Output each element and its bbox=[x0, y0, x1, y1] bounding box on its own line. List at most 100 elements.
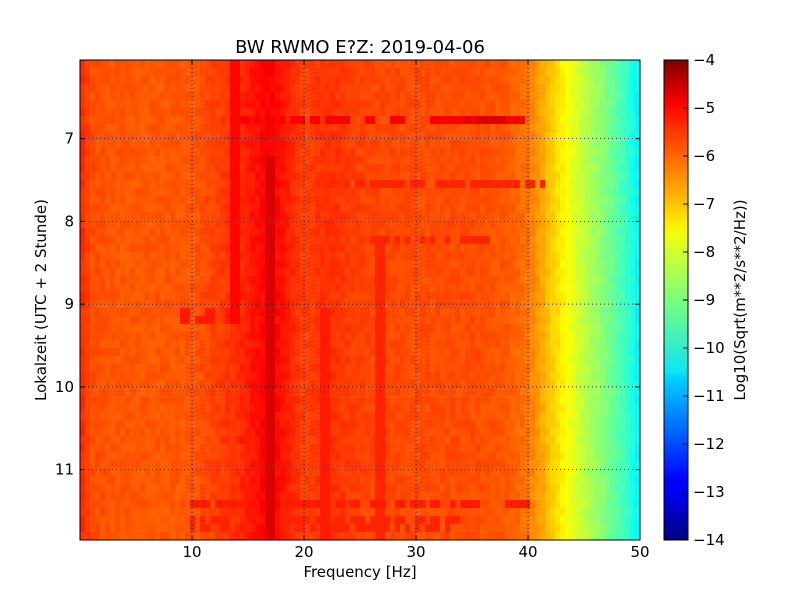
heatmap-cell bbox=[170, 180, 176, 189]
heatmap-cell bbox=[545, 132, 551, 141]
heatmap-cell bbox=[535, 204, 541, 213]
heatmap-cell bbox=[400, 188, 406, 197]
heatmap-cell bbox=[570, 156, 576, 165]
heatmap-cell bbox=[140, 132, 146, 141]
heatmap-cell bbox=[450, 108, 456, 117]
heatmap-cell bbox=[615, 244, 621, 253]
heatmap-cell bbox=[455, 396, 461, 405]
heatmap-cell bbox=[135, 92, 141, 101]
heatmap-cell bbox=[390, 372, 396, 381]
heatmap-cell bbox=[335, 108, 341, 117]
heatmap-cell bbox=[500, 108, 506, 117]
heatmap-cell bbox=[570, 252, 576, 261]
heatmap-cell bbox=[350, 412, 356, 421]
heatmap-cell bbox=[205, 164, 211, 173]
heatmap-cell bbox=[560, 372, 566, 381]
heatmap-cell bbox=[545, 156, 551, 165]
heatmap-cell bbox=[115, 292, 121, 301]
heatmap-cell bbox=[405, 324, 411, 333]
heatmap-cell bbox=[275, 308, 281, 317]
heatmap-cell bbox=[615, 92, 621, 101]
heatmap-cell bbox=[515, 300, 521, 309]
heatmap-cell bbox=[345, 308, 351, 317]
heatmap-cell bbox=[150, 260, 156, 269]
heatmap-cell bbox=[545, 252, 551, 261]
heatmap-cell bbox=[465, 180, 471, 189]
heatmap-cell bbox=[580, 396, 586, 405]
heatmap-cell bbox=[470, 164, 476, 173]
heatmap-cell bbox=[210, 92, 216, 101]
heatmap-cell bbox=[560, 324, 566, 333]
heatmap-cell bbox=[625, 380, 631, 389]
heatmap-cell bbox=[580, 356, 586, 365]
heatmap-cell bbox=[380, 76, 386, 85]
heatmap-cell bbox=[150, 196, 156, 205]
heatmap-cell bbox=[140, 100, 146, 109]
heatmap-cell bbox=[215, 188, 221, 197]
heatmap-cell bbox=[470, 100, 476, 109]
heatmap-cell bbox=[620, 132, 626, 141]
heatmap-cell bbox=[165, 388, 171, 397]
heatmap-cell bbox=[260, 324, 266, 333]
heatmap-cell bbox=[585, 396, 591, 405]
heatmap-cell bbox=[230, 284, 236, 293]
heatmap-cell bbox=[220, 220, 226, 229]
heatmap-cell bbox=[625, 252, 631, 261]
heatmap-cell bbox=[415, 108, 421, 117]
heatmap-cell bbox=[400, 108, 406, 117]
heatmap-cell bbox=[605, 268, 611, 277]
heatmap-cell bbox=[120, 332, 126, 341]
heatmap-cell bbox=[450, 100, 456, 109]
heatmap-cell bbox=[230, 92, 236, 101]
heatmap-cell bbox=[235, 268, 241, 277]
heatmap-cell bbox=[410, 284, 416, 293]
heatmap-cell bbox=[625, 284, 631, 293]
heatmap-cell bbox=[410, 92, 416, 101]
heatmap-cell bbox=[470, 260, 476, 269]
heatmap-cell bbox=[400, 84, 406, 93]
heatmap-cell bbox=[450, 236, 456, 245]
heatmap-cell bbox=[250, 276, 256, 285]
heatmap-cell bbox=[165, 300, 171, 309]
heatmap-cell bbox=[195, 300, 201, 309]
heatmap-cell bbox=[215, 100, 221, 109]
heatmap-cell bbox=[620, 308, 626, 317]
heatmap-cell bbox=[580, 260, 586, 269]
heatmap-cell bbox=[230, 364, 236, 373]
heatmap-cell bbox=[495, 276, 501, 285]
heatmap-cell bbox=[420, 196, 426, 205]
heatmap-cell bbox=[125, 356, 131, 365]
heatmap-cell bbox=[125, 260, 131, 269]
heatmap-cell bbox=[565, 84, 571, 93]
heatmap-cell bbox=[545, 116, 551, 125]
heatmap-cell bbox=[540, 92, 546, 101]
heatmap-cell bbox=[610, 100, 616, 109]
heatmap-cell bbox=[150, 132, 156, 141]
heatmap-cell bbox=[155, 220, 161, 229]
heatmap-cell bbox=[220, 212, 226, 221]
heatmap-cell bbox=[205, 148, 211, 157]
heatmap-cell bbox=[380, 388, 386, 397]
heatmap-cell bbox=[575, 284, 581, 293]
heatmap-cell bbox=[595, 140, 601, 149]
heatmap-cell bbox=[255, 204, 261, 213]
heatmap-cell bbox=[365, 76, 371, 85]
heatmap-cell bbox=[350, 372, 356, 381]
heatmap-cell bbox=[415, 196, 421, 205]
heatmap-cell bbox=[565, 140, 571, 149]
heatmap-cell bbox=[585, 380, 591, 389]
heatmap-cell bbox=[415, 92, 421, 101]
heatmap-cell bbox=[185, 292, 191, 301]
heatmap-cell bbox=[595, 388, 601, 397]
heatmap-cell bbox=[520, 188, 526, 197]
heatmap-cell bbox=[210, 332, 216, 341]
heatmap-cell bbox=[580, 188, 586, 197]
heatmap-cell bbox=[160, 172, 166, 181]
heatmap-cell bbox=[235, 116, 241, 125]
heatmap-cell bbox=[235, 244, 241, 253]
heatmap-cell bbox=[400, 220, 406, 229]
heatmap-cell bbox=[365, 220, 371, 229]
heatmap-cell bbox=[295, 116, 301, 125]
heatmap-cell bbox=[490, 212, 496, 221]
heatmap-cell bbox=[265, 260, 271, 269]
